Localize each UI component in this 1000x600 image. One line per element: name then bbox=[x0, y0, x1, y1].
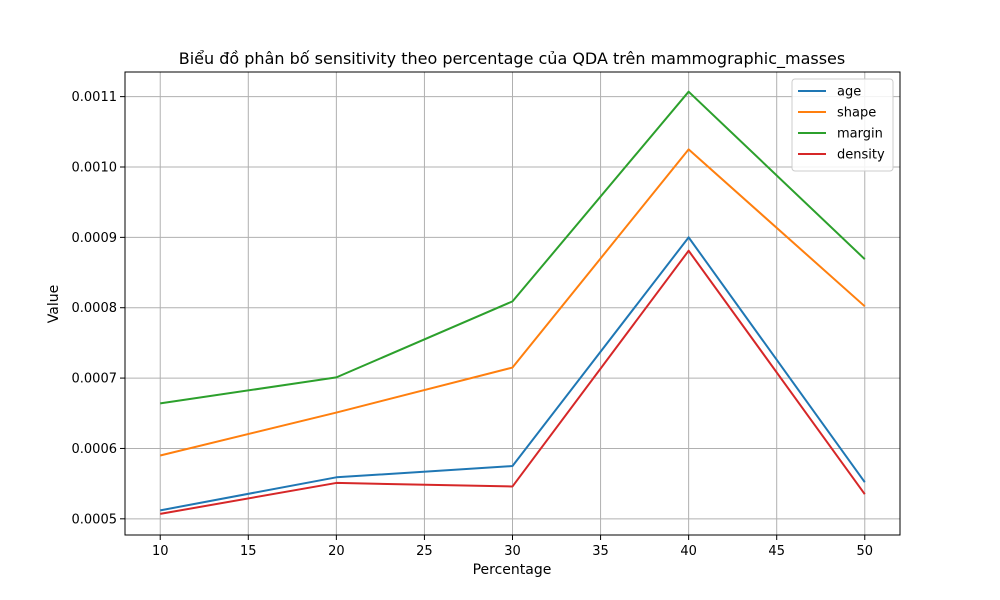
y-tick-label: 0.0011 bbox=[72, 90, 118, 105]
y-tick-label: 0.0009 bbox=[72, 231, 118, 246]
legend-label-age: age bbox=[837, 85, 861, 100]
series-line-margin bbox=[160, 90, 866, 405]
x-axis-label: Percentage bbox=[473, 562, 552, 578]
y-tick-label: 0.0006 bbox=[72, 442, 118, 457]
chart-title: Biểu đồ phân bố sensitivity theo percent… bbox=[179, 49, 845, 69]
x-tick-label: 20 bbox=[328, 544, 345, 559]
legend-label-margin: margin bbox=[837, 127, 883, 142]
series-lines bbox=[159, 90, 866, 515]
x-tick-label: 50 bbox=[856, 544, 873, 559]
x-tick-label: 40 bbox=[680, 544, 697, 559]
x-tick-label: 10 bbox=[152, 544, 169, 559]
series-line-shape bbox=[159, 148, 866, 457]
x-tick-label: 25 bbox=[416, 544, 433, 559]
x-tick-label: 15 bbox=[240, 544, 257, 559]
x-tick-label: 30 bbox=[504, 544, 521, 559]
legend-label-shape: shape bbox=[837, 106, 876, 121]
series-line-age bbox=[160, 236, 866, 512]
x-tick-label: 45 bbox=[768, 544, 785, 559]
series-line-density bbox=[160, 249, 866, 515]
y-tick-label: 0.0008 bbox=[72, 301, 118, 316]
legend-box bbox=[791, 78, 894, 172]
y-tick-label: 0.0005 bbox=[72, 512, 118, 527]
legend-label-density: density bbox=[837, 148, 885, 163]
y-tick-label: 0.0007 bbox=[72, 372, 118, 387]
x-axis-ticks: 10 15 20 25 30 35 40 45 50 bbox=[152, 535, 873, 559]
x-tick-label: 35 bbox=[592, 544, 609, 559]
legend: age shape margin density bbox=[791, 78, 894, 172]
y-axis-ticks: 0.0005 0.0006 0.0007 0.0008 0.0009 0.0010 0.00… bbox=[72, 90, 125, 527]
y-tick-label: 0.0010 bbox=[72, 160, 118, 175]
y-axis-label: Value bbox=[46, 285, 62, 323]
